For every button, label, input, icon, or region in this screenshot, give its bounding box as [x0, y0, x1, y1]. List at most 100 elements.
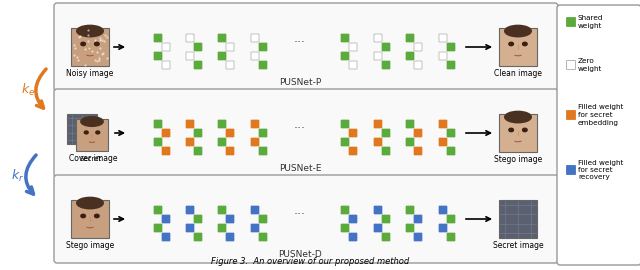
- FancyBboxPatch shape: [194, 61, 202, 69]
- Point: [95, 46, 106, 50]
- FancyBboxPatch shape: [374, 224, 382, 232]
- FancyBboxPatch shape: [557, 5, 640, 265]
- Point: [83, 39, 93, 43]
- FancyBboxPatch shape: [154, 52, 162, 60]
- Text: $k_r$: $k_r$: [12, 168, 25, 184]
- FancyBboxPatch shape: [218, 120, 226, 128]
- FancyBboxPatch shape: [406, 34, 414, 42]
- FancyBboxPatch shape: [67, 114, 97, 144]
- Ellipse shape: [81, 42, 86, 46]
- Ellipse shape: [77, 197, 103, 209]
- FancyBboxPatch shape: [186, 206, 194, 214]
- FancyBboxPatch shape: [349, 215, 357, 223]
- Point: [74, 35, 84, 39]
- FancyBboxPatch shape: [566, 60, 575, 69]
- Point: [102, 35, 112, 39]
- FancyBboxPatch shape: [374, 120, 382, 128]
- FancyBboxPatch shape: [259, 43, 267, 51]
- FancyBboxPatch shape: [251, 206, 259, 214]
- FancyBboxPatch shape: [226, 129, 234, 137]
- FancyBboxPatch shape: [194, 129, 202, 137]
- FancyBboxPatch shape: [218, 138, 226, 146]
- FancyBboxPatch shape: [251, 34, 259, 42]
- Point: [90, 38, 100, 42]
- Ellipse shape: [77, 25, 103, 37]
- Text: Filled weight
for secret
recovery: Filled weight for secret recovery: [578, 160, 623, 181]
- Ellipse shape: [523, 42, 527, 46]
- FancyBboxPatch shape: [566, 18, 575, 26]
- FancyBboxPatch shape: [439, 224, 447, 232]
- Point: [97, 52, 107, 56]
- Ellipse shape: [523, 128, 527, 132]
- FancyBboxPatch shape: [382, 61, 390, 69]
- Text: ···: ···: [294, 123, 306, 136]
- FancyBboxPatch shape: [162, 61, 170, 69]
- Point: [68, 42, 79, 47]
- FancyBboxPatch shape: [218, 206, 226, 214]
- FancyBboxPatch shape: [566, 166, 575, 174]
- Point: [97, 38, 107, 43]
- FancyBboxPatch shape: [341, 34, 349, 42]
- Text: PUSNet-P: PUSNet-P: [279, 78, 321, 87]
- FancyBboxPatch shape: [154, 120, 162, 128]
- Point: [102, 56, 112, 60]
- FancyBboxPatch shape: [226, 147, 234, 155]
- FancyBboxPatch shape: [226, 43, 234, 51]
- Ellipse shape: [95, 42, 99, 46]
- FancyBboxPatch shape: [439, 138, 447, 146]
- FancyBboxPatch shape: [251, 120, 259, 128]
- FancyBboxPatch shape: [439, 120, 447, 128]
- FancyBboxPatch shape: [447, 147, 455, 155]
- FancyBboxPatch shape: [218, 224, 226, 232]
- FancyBboxPatch shape: [447, 233, 455, 241]
- Ellipse shape: [509, 42, 513, 46]
- FancyBboxPatch shape: [194, 43, 202, 51]
- FancyBboxPatch shape: [414, 43, 422, 51]
- FancyBboxPatch shape: [406, 206, 414, 214]
- Point: [83, 33, 93, 37]
- Ellipse shape: [505, 25, 531, 37]
- Point: [92, 59, 102, 63]
- FancyBboxPatch shape: [71, 200, 109, 238]
- FancyBboxPatch shape: [439, 34, 447, 42]
- Point: [84, 46, 94, 51]
- Point: [72, 55, 82, 59]
- Text: Zero
weight: Zero weight: [578, 58, 602, 72]
- Text: PUSNet-D: PUSNet-D: [278, 250, 322, 259]
- FancyBboxPatch shape: [374, 206, 382, 214]
- FancyBboxPatch shape: [251, 138, 259, 146]
- FancyBboxPatch shape: [162, 43, 170, 51]
- FancyBboxPatch shape: [447, 129, 455, 137]
- FancyBboxPatch shape: [54, 175, 558, 263]
- FancyBboxPatch shape: [186, 224, 194, 232]
- FancyBboxPatch shape: [259, 147, 267, 155]
- Point: [90, 58, 100, 62]
- FancyBboxPatch shape: [218, 34, 226, 42]
- FancyBboxPatch shape: [439, 52, 447, 60]
- Text: Stego image: Stego image: [66, 241, 114, 250]
- FancyBboxPatch shape: [406, 224, 414, 232]
- Ellipse shape: [81, 117, 103, 126]
- FancyBboxPatch shape: [259, 215, 267, 223]
- Ellipse shape: [95, 214, 99, 218]
- FancyBboxPatch shape: [162, 215, 170, 223]
- FancyBboxPatch shape: [439, 206, 447, 214]
- FancyBboxPatch shape: [251, 52, 259, 60]
- FancyBboxPatch shape: [382, 215, 390, 223]
- Text: Secret image: Secret image: [493, 241, 543, 250]
- Point: [100, 33, 111, 37]
- FancyBboxPatch shape: [218, 52, 226, 60]
- Text: Filled weight
for secret
embedding: Filled weight for secret embedding: [578, 104, 623, 126]
- FancyBboxPatch shape: [162, 233, 170, 241]
- FancyBboxPatch shape: [447, 61, 455, 69]
- FancyBboxPatch shape: [341, 138, 349, 146]
- FancyBboxPatch shape: [226, 233, 234, 241]
- Point: [92, 49, 102, 54]
- FancyBboxPatch shape: [226, 215, 234, 223]
- Text: PUSNet-E: PUSNet-E: [279, 164, 321, 173]
- Point: [94, 56, 104, 60]
- FancyBboxPatch shape: [349, 43, 357, 51]
- Text: Clean image: Clean image: [494, 69, 542, 78]
- Ellipse shape: [505, 111, 531, 123]
- Text: ···: ···: [294, 36, 306, 49]
